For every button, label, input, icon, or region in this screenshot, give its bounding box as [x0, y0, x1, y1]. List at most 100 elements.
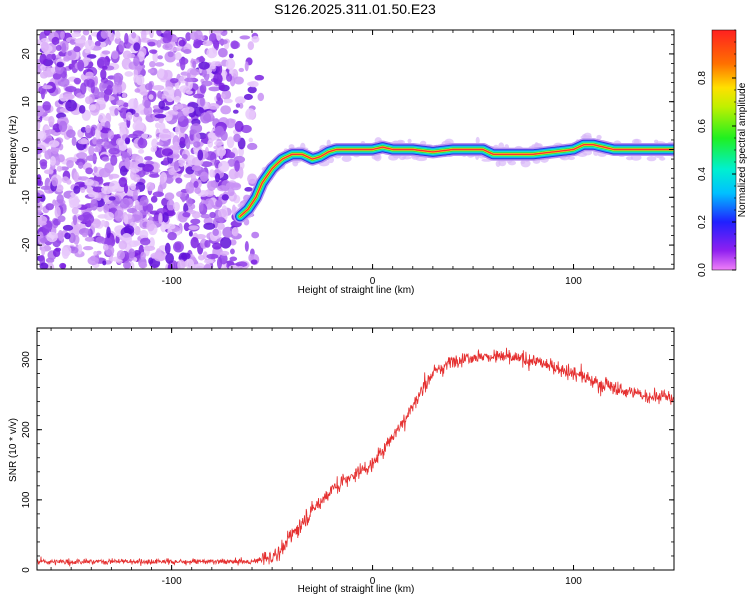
spectrogram-halo-cell: [520, 160, 526, 165]
spectrogram-noise-cell: [250, 259, 258, 265]
spectrogram-noise-cell: [206, 253, 219, 260]
spectrogram-halo-cell: [388, 154, 399, 161]
spectrogram-noise-cell: [100, 68, 107, 80]
spectrogram-noise-cell: [124, 32, 129, 45]
spectrogram-noise-cell: [228, 168, 239, 180]
snr-y-tick-label: 100: [21, 491, 32, 508]
spectrogram-noise-cell: [127, 98, 139, 110]
spectrogram-noise-cell: [178, 39, 186, 47]
colorbar: 0.0 0.2 0.4 0.6 0.8 Normalized spectral ampl…: [697, 29, 748, 277]
spectrogram-noise-cell: [100, 219, 106, 227]
spectrogram-noise-cell: [118, 240, 128, 250]
spectrogram-noise-cell: [46, 262, 55, 269]
spectrogram-noise-cell: [44, 129, 56, 135]
spectrogram-noise-cell: [73, 171, 80, 183]
spectrogram-halo-cell: [582, 134, 587, 139]
spectrogram-noise-cell: [96, 138, 103, 145]
spectrogram-noise-cell: [40, 41, 49, 53]
spectrogram-noise-cell: [108, 196, 116, 201]
spectrogram-noise-region: [37, 30, 265, 269]
spectrogram-noise-cell: [131, 168, 140, 173]
spectrogram-noise-cell: [46, 231, 58, 243]
spectrogram-y-tick-label: 10: [21, 96, 32, 108]
spectrogram-noise-cell: [116, 99, 125, 106]
spectrogram-noise-cell: [48, 115, 55, 126]
spectrogram-noise-cell: [114, 209, 124, 222]
spectrogram-noise-cell: [154, 113, 167, 119]
spectrogram-noise-cell: [193, 180, 199, 188]
spectrogram-noise-cell: [74, 39, 86, 44]
spectrogram-noise-cell: [37, 215, 48, 224]
spectrogram-noise-cell: [107, 130, 115, 140]
spectrogram-noise-cell: [229, 256, 238, 262]
spectrogram-noise-cell: [39, 237, 47, 244]
spectrogram-noise-cell: [54, 206, 61, 219]
spectrogram-noise-cell: [95, 236, 106, 244]
spectrogram-halo-cell: [498, 159, 507, 167]
spectrogram-noise-cell: [212, 228, 219, 237]
spectrogram-noise-cell: [48, 140, 60, 148]
spectrogram-noise-cell: [218, 216, 224, 224]
spectrogram-noise-cell: [169, 78, 179, 84]
spectrogram-noise-cell: [126, 53, 136, 59]
spectrogram-noise-cell: [114, 108, 119, 116]
spectrogram-noise-cell: [111, 50, 119, 60]
spectrogram-noise-cell: [254, 74, 265, 81]
colorbar-ticks: 0.0 0.2 0.4 0.6 0.8: [697, 29, 736, 277]
spectrogram-noise-cell: [119, 165, 128, 176]
spectrogram-noise-cell: [84, 39, 95, 51]
spectrogram-noise-cell: [209, 211, 216, 219]
spectrogram-noise-cell: [174, 103, 184, 110]
spectrogram-noise-cell: [64, 232, 71, 240]
spectrogram-noise-cell: [217, 222, 225, 230]
spectrogram-noise-cell: [222, 226, 234, 238]
spectrogram-noise-cell: [87, 192, 99, 198]
spectrogram-noise-cell: [69, 39, 76, 45]
spectrogram-noise-cell: [37, 174, 42, 186]
spectrogram-noise-cell: [59, 262, 67, 269]
spectrogram-y-tick-label: 20: [21, 48, 32, 60]
spectrogram-noise-cell: [150, 146, 157, 153]
spectrogram-noise-cell: [139, 136, 144, 146]
spectrogram-noise-cell: [140, 251, 146, 260]
spectrogram-noise-cell: [37, 210, 43, 215]
spectrogram-noise-cell: [116, 187, 124, 192]
spectrogram-noise-cell: [158, 212, 163, 224]
spectrogram-noise-cell: [154, 62, 165, 67]
spectrogram-noise-cell: [213, 73, 223, 85]
spectrogram-noise-cell: [239, 35, 251, 40]
spectrogram-noise-cell: [185, 137, 191, 150]
spectrogram-noise-cell: [230, 248, 235, 255]
spectrogram-noise-cell: [77, 59, 85, 72]
spectrogram-noise-cell: [244, 61, 249, 72]
spectrogram-noise-cell: [124, 157, 131, 169]
spectrogram-noise-cell: [93, 75, 99, 86]
spectrogram-x-tick-label: -100: [162, 276, 182, 287]
spectrogram-noise-cell: [150, 195, 158, 203]
spectrogram-noise-cell: [174, 51, 182, 61]
spectrogram-noise-cell: [160, 221, 167, 233]
spectrogram-noise-cell: [225, 58, 236, 70]
spectrogram-noise-cell: [100, 30, 109, 39]
snr-panel: -100 0 100 0 100 200 300 Height of straight l…: [8, 327, 675, 595]
spectrogram-noise-cell: [173, 201, 180, 212]
spectrogram-noise-cell: [144, 83, 153, 91]
spectrogram-noise-cell: [218, 39, 228, 45]
spectrogram-noise-cell: [90, 81, 95, 94]
spectrogram-noise-cell: [62, 224, 74, 231]
colorbar-tick-label: 0.2: [697, 215, 708, 229]
spectrogram-noise-cell: [228, 53, 234, 59]
spectrogram-noise-cell: [167, 231, 177, 241]
spectrogram-noise-cell: [234, 120, 244, 132]
snr-frame: [36, 327, 675, 571]
spectrogram-noise-cell: [227, 158, 236, 167]
spectrogram-noise-cell: [230, 40, 239, 50]
spectrogram-noise-cell: [194, 40, 205, 46]
spectrogram-noise-cell: [198, 61, 210, 70]
spectrogram-noise-cell: [93, 166, 98, 173]
snr-series-line: [37, 347, 674, 567]
spectrogram-noise-cell: [130, 183, 137, 191]
spectrogram-noise-cell: [133, 112, 140, 118]
spectrogram-halo-cell: [475, 136, 480, 145]
spectrogram-noise-cell: [208, 86, 221, 92]
